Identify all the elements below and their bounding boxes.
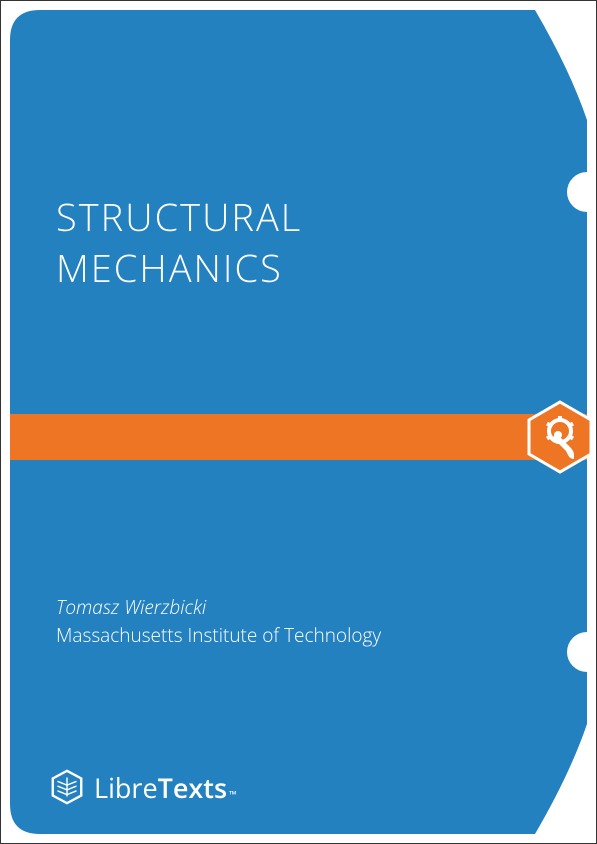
author-institution: Massachusetts Institute of Technology [56,622,381,648]
title-block: STRUCTURAL MECHANICS [56,192,302,295]
logo-text-suffix: Texts [158,769,228,806]
author-name: Tomasz Wierzbicki [56,594,381,620]
logo-trademark: ™ [229,787,237,801]
title-line-2: MECHANICS [56,243,302,294]
author-block: Tomasz Wierzbicki Massachusetts Institut… [56,594,381,648]
libretexts-book-icon [48,768,86,806]
title-line-1: STRUCTURAL [56,192,302,243]
logo-text-prefix: Libre [94,769,158,806]
gear-wrench-icon [523,400,597,474]
orange-stripe [10,414,587,460]
logo-text: LibreTexts™ [94,769,237,806]
logo-block: LibreTexts™ [48,768,237,806]
